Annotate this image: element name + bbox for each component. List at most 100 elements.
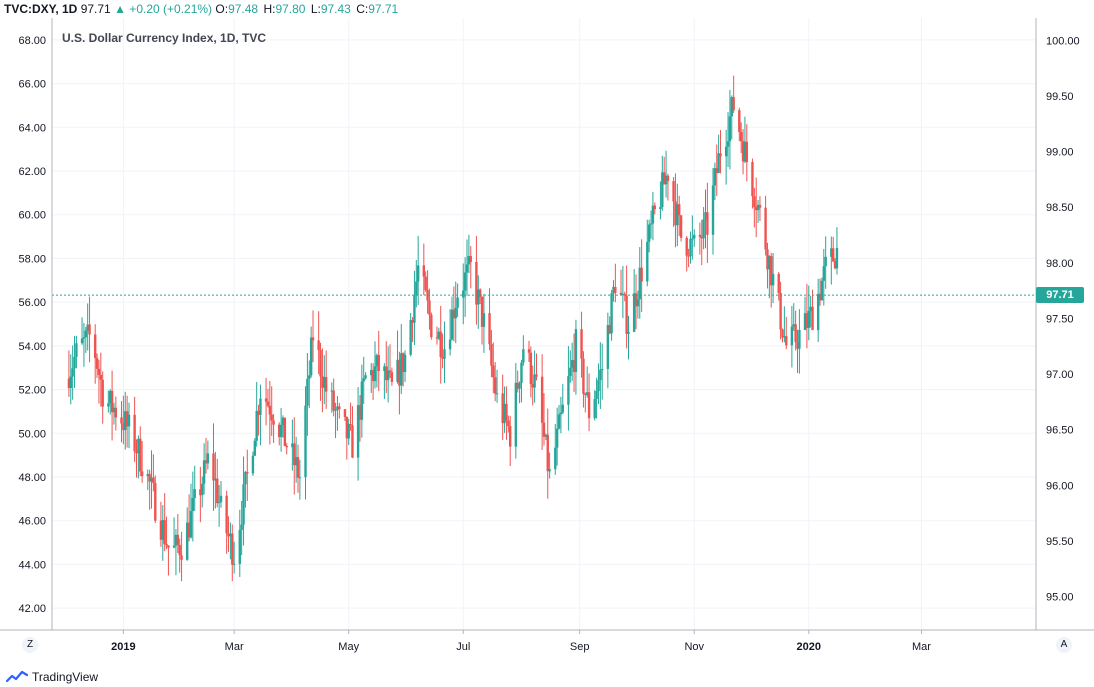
candle-body xyxy=(555,428,559,448)
candle-body xyxy=(693,234,696,239)
candle-body xyxy=(416,265,420,282)
candle-body xyxy=(193,489,196,498)
candle-body xyxy=(294,457,298,466)
candle-body xyxy=(488,313,491,345)
candle-body xyxy=(743,141,747,162)
candle-body xyxy=(347,424,350,439)
candle-body xyxy=(373,366,377,382)
candle-body xyxy=(796,342,799,349)
candle-body xyxy=(285,446,288,448)
candle-body xyxy=(112,407,116,413)
candle-body xyxy=(206,453,210,464)
candle-body xyxy=(82,337,86,339)
x-axis-tick-label: 2019 xyxy=(111,641,135,653)
candle-body xyxy=(360,381,364,420)
candle-body xyxy=(107,403,110,407)
candle-body xyxy=(259,398,262,415)
left-axis-tick-label: 52.00 xyxy=(18,385,46,397)
candle-body xyxy=(279,425,283,438)
right-axis-tick-label: 97.50 xyxy=(1046,313,1074,325)
candle-body xyxy=(554,447,557,470)
auto-scale-right-button[interactable]: A xyxy=(1056,637,1072,653)
candle-body xyxy=(540,376,544,423)
candle-body xyxy=(238,529,241,564)
candle-body xyxy=(146,473,149,477)
candle-body xyxy=(659,207,662,210)
symbol-label[interactable]: TVC:DXY, 1D xyxy=(4,2,78,16)
candle-body xyxy=(377,355,380,371)
candle-body xyxy=(97,368,101,375)
candle-body xyxy=(439,331,442,358)
left-axis-tick-label: 56.00 xyxy=(18,297,46,309)
candle-body xyxy=(296,457,300,478)
candle-body xyxy=(140,471,144,477)
candle-body xyxy=(122,423,125,431)
candle-body xyxy=(601,369,604,371)
candle-body xyxy=(71,368,74,377)
x-axis-tick-label: 2020 xyxy=(797,641,821,653)
candle-body xyxy=(651,205,655,224)
candle-body xyxy=(202,460,206,484)
candle-body xyxy=(428,300,431,315)
candle-body xyxy=(110,390,114,413)
candle-body xyxy=(345,417,349,439)
candle-body xyxy=(580,329,583,359)
candle-body xyxy=(124,411,127,431)
candle-body xyxy=(465,264,469,273)
candle-body xyxy=(634,293,638,307)
auto-scale-left-button[interactable]: Z xyxy=(22,637,38,653)
candle-body xyxy=(649,223,653,225)
candle-body xyxy=(807,311,810,328)
left-axis-tick-label: 50.00 xyxy=(18,428,46,440)
candle-body xyxy=(450,309,454,340)
candle-body xyxy=(413,295,416,323)
candle-body xyxy=(225,495,228,534)
right-axis-tick-label: 100.00 xyxy=(1046,35,1080,47)
candle-body xyxy=(766,249,769,270)
candle-body xyxy=(783,336,786,338)
candle-body xyxy=(779,292,782,330)
candle-body xyxy=(415,281,418,296)
candle-body xyxy=(306,378,309,406)
candle-body xyxy=(597,380,600,392)
candle-body xyxy=(467,256,471,265)
candle-body xyxy=(792,324,795,327)
candle-body xyxy=(349,424,352,426)
candle-body xyxy=(189,511,193,538)
brand-label: TradingView xyxy=(32,670,99,684)
candle-body xyxy=(477,289,480,305)
candle-body xyxy=(191,497,195,512)
candle-body xyxy=(689,238,692,257)
candle-body xyxy=(240,524,243,530)
candle-body xyxy=(270,414,273,421)
candle-body xyxy=(739,131,743,142)
low-label: L: xyxy=(310,2,321,16)
candle-body xyxy=(713,168,717,186)
candle-body xyxy=(332,390,335,411)
candle-body xyxy=(754,207,758,211)
candle-body xyxy=(304,405,307,478)
candle-body xyxy=(101,379,104,407)
candle-body xyxy=(570,360,574,368)
candle-body xyxy=(125,411,129,427)
candle-body xyxy=(398,359,401,386)
footer-brand[interactable]: TradingView xyxy=(6,668,98,686)
candle-body xyxy=(388,370,392,373)
candle-body xyxy=(311,337,315,341)
candle-body xyxy=(730,97,733,117)
candle-body xyxy=(803,313,807,330)
candle-body xyxy=(278,424,281,438)
tradingview-logo-icon xyxy=(6,670,28,683)
candle-body xyxy=(764,207,767,250)
candle-body xyxy=(400,353,403,386)
right-axis-tick-label: 95.00 xyxy=(1046,592,1074,604)
left-axis-tick-label: 46.00 xyxy=(18,516,46,528)
candle-body xyxy=(756,204,760,211)
candle-body xyxy=(358,405,362,420)
candle-body xyxy=(396,359,399,382)
candle-body xyxy=(822,266,826,281)
candle-body xyxy=(585,392,589,396)
candle-body xyxy=(187,522,191,538)
candle-body xyxy=(535,374,538,377)
